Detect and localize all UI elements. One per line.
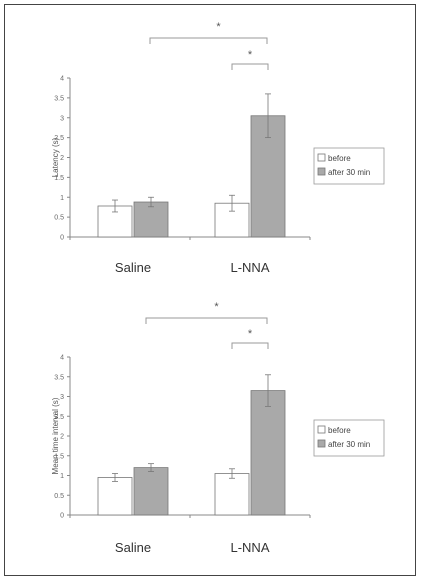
category-label: Saline	[115, 260, 151, 275]
significance-bracket-between	[149, 37, 268, 44]
y-tick-label: 2.5	[54, 135, 64, 142]
bar-l-nna-before	[214, 473, 250, 516]
significance-star: *	[248, 49, 253, 61]
y-tick-label: 0.5	[54, 493, 64, 500]
significance-bracket-within	[231, 63, 269, 70]
y-tick-label: 2	[60, 155, 64, 162]
legend-swatch	[317, 153, 326, 162]
y-tick-label: 0	[60, 513, 64, 520]
bar-saline-after-30-min	[133, 201, 169, 238]
category-label: L-NNA	[230, 260, 269, 275]
significance-bracket-between	[145, 317, 268, 324]
y-tick-label: 0.5	[54, 215, 64, 222]
y-axis-label: Mean time interval (s)	[51, 397, 60, 474]
y-tick-label: 3	[60, 394, 64, 401]
legend-label: before	[328, 426, 351, 435]
legend-swatch	[317, 439, 326, 448]
y-tick-label: 1	[60, 473, 64, 480]
legend-label: after 30 min	[328, 440, 370, 449]
bar-saline-before	[97, 205, 133, 238]
legend-label: before	[328, 154, 351, 163]
significance-star: *	[248, 328, 253, 340]
y-tick-label: 1	[60, 195, 64, 202]
legend-label: after 30 min	[328, 168, 370, 177]
y-axis-label: Latency (s)	[51, 137, 60, 177]
bar-saline-before	[97, 477, 133, 516]
bar-l-nna-after-30-min	[250, 390, 286, 516]
y-tick-label: 3.5	[54, 374, 64, 381]
y-tick-label: 2.5	[54, 414, 64, 421]
category-label: Saline	[115, 540, 151, 555]
y-tick-label: 1.5	[54, 453, 64, 460]
y-tick-label: 3	[60, 115, 64, 122]
category-label: L-NNA	[230, 540, 269, 555]
y-tick-label: 1.5	[54, 175, 64, 182]
y-tick-label: 0	[60, 235, 64, 242]
significance-star: *	[214, 301, 219, 313]
significance-star: *	[216, 21, 221, 33]
bar-saline-after-30-min	[133, 467, 169, 516]
significance-bracket-within	[231, 342, 269, 349]
y-tick-label: 3.5	[54, 95, 64, 102]
legend-box	[313, 147, 385, 185]
legend-box	[313, 419, 385, 457]
legend-swatch	[317, 425, 326, 434]
y-tick-label: 4	[60, 355, 64, 362]
y-tick-label: 4	[60, 76, 64, 83]
figure-frame	[4, 4, 416, 576]
legend-swatch	[317, 167, 326, 176]
y-tick-label: 2	[60, 434, 64, 441]
